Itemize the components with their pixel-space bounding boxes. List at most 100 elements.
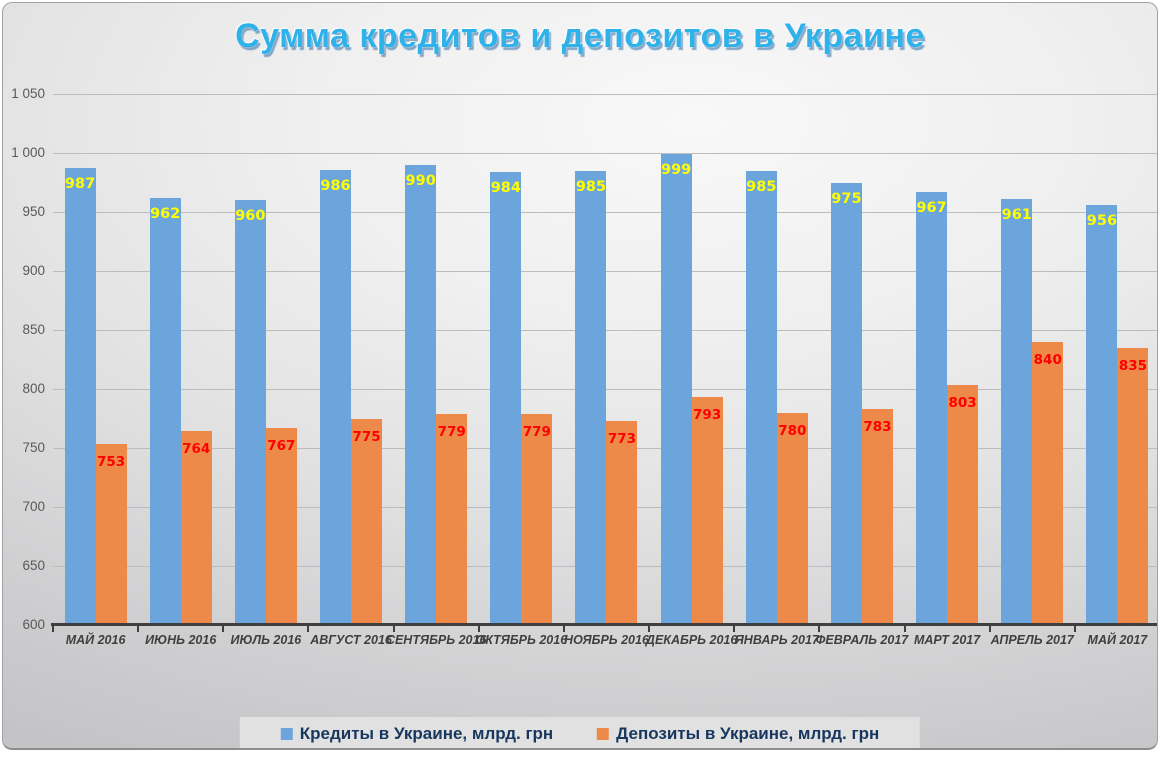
deposit-series-swatch-icon [597,728,610,740]
legend-label-deposits: Депозиты в Украине, млрд. грн [616,724,880,743]
gridline [53,153,1157,154]
y-axis-label: 600 [22,617,45,632]
credit-value-label: 990 [405,172,436,189]
x-axis-tick [733,626,736,632]
bar-group: 999 793 [649,94,734,625]
x-axis-tick [307,626,310,632]
credit-bar: 956 [1086,204,1118,625]
x-axis-label: МАЙ 2016 [65,633,126,647]
x-axis-label: АВГУСТ 2016 [310,633,392,647]
deposit-value-label: 835 [1118,357,1147,374]
chart-frame: Сумма кредитов и депозитов в Украине 987… [2,2,1158,750]
y-axis-label: 1 050 [11,86,45,101]
deposit-bar: 803 [947,385,979,625]
x-axis-tick [562,626,565,632]
credit-bar: 961 [1001,199,1033,625]
plot-area: 987 753 962 764 960 767 986 775 990 779 984 779 985 7… [53,94,1157,625]
credit-value-label: 975 [831,190,862,207]
x-axis-tick [903,626,906,632]
x-axis-tick [1073,626,1076,632]
bar-group: 975 783 [819,94,904,625]
gridline [53,94,1157,95]
deposit-bar: 835 [1117,347,1149,625]
deposit-bar: 773 [606,420,638,625]
x-axis-tick [988,626,991,632]
deposit-bar: 793 [691,397,723,625]
bar-group: 956 835 [1075,94,1157,625]
legend-item-credits: Кредиты в Украине, млрд. грн [280,724,554,744]
x-axis-label: ЯНВАРЬ 2017 [734,633,819,647]
legend: Кредиты в Украине, млрд. грн Депозиты в … [239,717,921,748]
y-axis-label: 950 [22,204,45,219]
x-axis-line [51,623,1157,626]
x-axis-tick [477,626,480,632]
x-axis-label: МАРТ 2017 [913,633,981,647]
credit-bar: 975 [830,182,862,625]
y-axis-label: 750 [22,440,45,455]
credit-value-label: 985 [746,178,777,195]
deposit-bar: 775 [351,418,383,625]
bar-group: 967 803 [905,94,990,625]
x-axis-tick [52,626,54,632]
credit-bar: 960 [234,200,266,625]
legend-label-credits: Кредиты в Украине, млрд. грн [299,724,554,743]
deposit-bar: 783 [861,409,893,625]
deposit-bar: 764 [180,431,212,625]
credit-bar: 990 [405,164,437,625]
credit-value-label: 960 [235,208,266,225]
credit-bar: 987 [64,168,96,625]
deposit-value-label: 764 [182,441,211,458]
credit-value-label: 986 [320,177,351,194]
credit-bar: 985 [575,170,607,625]
deposit-value-label: 840 [1033,351,1062,368]
x-axis-label: ФЕВРАЛЬ 2017 [815,633,909,647]
bar-group: 962 764 [138,94,223,625]
x-axis-tick [818,626,821,632]
credit-series-swatch-icon [280,728,293,740]
legend-item-deposits: Депозиты в Украине, млрд. грн [597,724,879,744]
deposit-value-label: 753 [96,454,126,471]
deposit-value-label: 780 [778,422,807,439]
credit-bar: 967 [916,191,948,625]
chart-title: Сумма кредитов и депозитов в Украине [235,17,925,55]
deposit-value-label: 803 [948,395,977,412]
credit-value-label: 985 [575,178,607,195]
bar-group: 985 780 [734,94,819,625]
credit-value-label: 956 [1086,212,1118,229]
credit-value-label: 987 [64,176,96,193]
x-axis-label: ИЮЛЬ 2016 [230,633,302,647]
bar-group: 984 779 [479,94,564,625]
credit-value-label: 962 [150,205,181,222]
y-axis-label: 800 [22,381,45,396]
credit-bar: 986 [320,169,352,625]
x-axis-label: МАЙ 2017 [1087,633,1148,647]
x-axis-label: ОКТЯБРЬ 2016 [475,633,568,647]
deposit-bar: 840 [1032,341,1064,625]
y-axis-label: 700 [22,499,45,514]
y-axis-label: 1 000 [11,145,45,160]
deposit-value-label: 783 [863,419,892,436]
x-axis-label: СЕНТЯБРЬ 2016 [385,633,487,647]
credit-bar: 962 [149,197,181,625]
deposit-value-label: 793 [693,407,722,424]
credit-value-label: 999 [660,162,692,179]
deposit-bar: 753 [95,444,127,625]
bar-group: 960 767 [223,94,308,625]
credit-bar: 985 [745,170,777,625]
credit-value-label: 984 [490,179,521,196]
credit-bar: 999 [660,154,692,625]
bar-group: 987 753 [53,94,138,625]
x-axis-label: ИЮНЬ 2016 [145,633,217,647]
x-axis-tick [137,626,140,632]
deposit-value-label: 767 [267,437,296,454]
bar-group: 985 773 [564,94,649,625]
deposit-bar: 767 [265,427,297,625]
deposit-bar: 780 [776,412,808,625]
y-axis-label: 850 [22,322,45,337]
deposit-value-label: 779 [522,423,551,440]
bar-group: 961 840 [990,94,1075,625]
x-axis-tick [648,626,651,632]
deposit-bar: 779 [436,413,468,625]
x-axis-label: АПРЕЛЬ 2017 [990,633,1074,647]
